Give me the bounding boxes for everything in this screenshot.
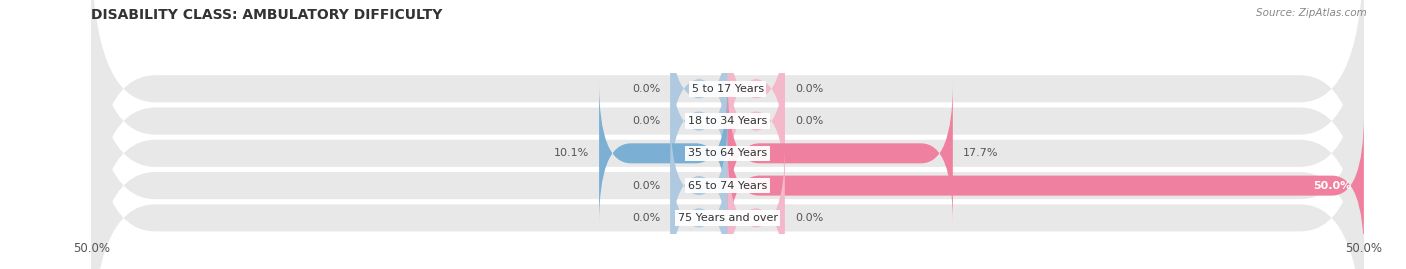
Text: 5 to 17 Years: 5 to 17 Years bbox=[692, 84, 763, 94]
FancyBboxPatch shape bbox=[91, 0, 1364, 269]
FancyBboxPatch shape bbox=[728, 115, 1364, 256]
Text: DISABILITY CLASS: AMBULATORY DIFFICULTY: DISABILITY CLASS: AMBULATORY DIFFICULTY bbox=[91, 8, 443, 22]
FancyBboxPatch shape bbox=[91, 70, 1364, 269]
Text: 0.0%: 0.0% bbox=[631, 213, 661, 223]
Text: 75 Years and over: 75 Years and over bbox=[678, 213, 778, 223]
FancyBboxPatch shape bbox=[671, 147, 728, 269]
Text: 50.0%: 50.0% bbox=[1313, 180, 1351, 191]
FancyBboxPatch shape bbox=[728, 50, 785, 192]
FancyBboxPatch shape bbox=[671, 115, 728, 256]
FancyBboxPatch shape bbox=[671, 50, 728, 192]
FancyBboxPatch shape bbox=[728, 18, 785, 160]
FancyBboxPatch shape bbox=[728, 147, 785, 269]
FancyBboxPatch shape bbox=[91, 5, 1364, 269]
FancyBboxPatch shape bbox=[91, 0, 1364, 237]
Text: 10.1%: 10.1% bbox=[554, 148, 589, 158]
Text: 35 to 64 Years: 35 to 64 Years bbox=[688, 148, 768, 158]
Text: 0.0%: 0.0% bbox=[631, 180, 661, 191]
Text: 0.0%: 0.0% bbox=[631, 116, 661, 126]
Text: 0.0%: 0.0% bbox=[794, 213, 824, 223]
Text: 0.0%: 0.0% bbox=[631, 84, 661, 94]
FancyBboxPatch shape bbox=[728, 83, 953, 224]
Text: 18 to 34 Years: 18 to 34 Years bbox=[688, 116, 768, 126]
Text: 0.0%: 0.0% bbox=[794, 84, 824, 94]
FancyBboxPatch shape bbox=[671, 18, 728, 160]
Text: 65 to 74 Years: 65 to 74 Years bbox=[688, 180, 768, 191]
FancyBboxPatch shape bbox=[91, 38, 1364, 269]
Text: Source: ZipAtlas.com: Source: ZipAtlas.com bbox=[1256, 8, 1367, 18]
Text: 17.7%: 17.7% bbox=[963, 148, 998, 158]
Text: 0.0%: 0.0% bbox=[794, 116, 824, 126]
FancyBboxPatch shape bbox=[599, 83, 728, 224]
